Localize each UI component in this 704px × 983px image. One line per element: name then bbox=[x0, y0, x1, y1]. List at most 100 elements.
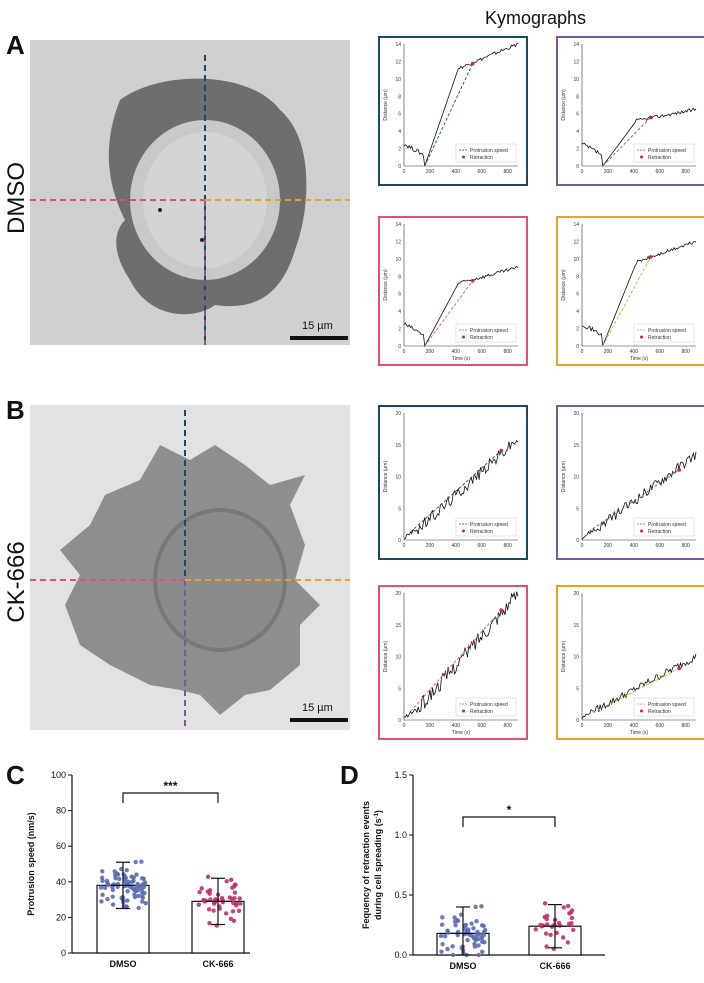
kymo-legend bbox=[455, 143, 517, 163]
kymo-x-tick: 400 bbox=[630, 169, 639, 175]
data-point bbox=[131, 875, 136, 880]
kymo-retraction-point bbox=[470, 61, 475, 66]
kymo-x-tick: 200 bbox=[426, 349, 435, 355]
legend-protrusion: Protrusion speed bbox=[470, 522, 508, 528]
data-point bbox=[545, 922, 550, 927]
data-point bbox=[99, 899, 104, 904]
data-point bbox=[100, 878, 105, 883]
kymo-y-tick: 10 bbox=[573, 475, 579, 481]
data-point bbox=[569, 915, 575, 921]
legend-protrusion: Protrusion speed bbox=[470, 328, 508, 334]
data-point bbox=[542, 901, 548, 906]
data-point bbox=[140, 895, 145, 900]
data-point bbox=[237, 896, 242, 901]
kymo-y-tick: 2 bbox=[576, 147, 579, 153]
kymo-x-tick: 0 bbox=[403, 543, 406, 549]
kymo-y-tick: 15 bbox=[395, 623, 401, 629]
scale-bar-label-ck666: 15 µm bbox=[302, 702, 333, 714]
data-point bbox=[236, 908, 242, 913]
kymo-y-tick: 5 bbox=[576, 686, 579, 692]
micrograph-ck666: 15 µm bbox=[30, 405, 350, 730]
data-point bbox=[440, 941, 445, 947]
data-point bbox=[126, 879, 131, 885]
significance-label: * bbox=[507, 803, 512, 817]
legend-protrusion: Protrusion speed bbox=[648, 148, 686, 154]
kymo-x-tick: 600 bbox=[656, 723, 665, 729]
data-point bbox=[548, 932, 553, 938]
data-point bbox=[538, 922, 543, 928]
kymo-x-tick: 200 bbox=[604, 723, 613, 729]
kymo-protrusion-fit bbox=[588, 469, 680, 533]
data-point bbox=[544, 944, 549, 949]
data-point bbox=[139, 890, 145, 895]
kymo-y-tick: 5 bbox=[576, 506, 579, 512]
kymo-trace bbox=[403, 42, 519, 167]
kymo-legend bbox=[633, 697, 695, 717]
kymo-protrusion-fit bbox=[602, 117, 651, 167]
kymo-y-tick: 20 bbox=[395, 591, 401, 597]
kymo-y-tick: 10 bbox=[573, 77, 579, 83]
data-point bbox=[207, 920, 212, 926]
data-point bbox=[544, 913, 550, 919]
data-point bbox=[134, 872, 139, 877]
kymo-y-tick: 12 bbox=[573, 239, 579, 245]
kymo-x-tick: 200 bbox=[426, 543, 435, 549]
data-point bbox=[472, 941, 477, 947]
kymo-x-tick: 800 bbox=[681, 543, 690, 549]
data-point bbox=[231, 918, 237, 924]
data-point bbox=[565, 940, 571, 945]
y-tick-label: 100 bbox=[51, 770, 66, 780]
kymo-x-tick: 0 bbox=[581, 349, 584, 355]
kymo-x-tick: 800 bbox=[681, 169, 690, 175]
kymo-retraction-point bbox=[499, 608, 503, 612]
kymo-y-tick: 12 bbox=[395, 59, 401, 65]
data-point bbox=[569, 908, 575, 913]
kymo-y-tick: 0 bbox=[398, 344, 401, 350]
panel-label-c: C bbox=[6, 760, 25, 790]
kymo-protrusion-fit bbox=[602, 256, 652, 347]
data-point bbox=[228, 916, 234, 921]
data-point bbox=[232, 890, 238, 895]
kymo-trace bbox=[581, 241, 697, 347]
kymo-y-tick: 8 bbox=[576, 94, 579, 100]
panel-label-b: B bbox=[6, 395, 25, 425]
data-point bbox=[212, 897, 218, 902]
kymo-y-tick: 0 bbox=[576, 718, 579, 724]
kymo-x-tick: 400 bbox=[452, 169, 461, 175]
data-point bbox=[132, 892, 137, 897]
kymo-x-tick: 600 bbox=[656, 543, 665, 549]
data-point bbox=[136, 893, 141, 899]
data-point bbox=[119, 866, 124, 872]
kymo-y-tick: 6 bbox=[576, 112, 579, 118]
data-point bbox=[219, 895, 225, 901]
kymo-y-tick: 6 bbox=[398, 112, 401, 118]
data-point bbox=[561, 905, 566, 910]
data-point bbox=[211, 908, 216, 913]
legend-retraction: Retraction bbox=[648, 155, 671, 161]
data-point bbox=[136, 905, 141, 911]
kymo-y-tick: 0 bbox=[576, 344, 579, 350]
kymo-y-tick: 8 bbox=[398, 274, 401, 280]
y-tick-label: 1.0 bbox=[394, 830, 407, 840]
kymograph-ck-left: 0 5 10 15 20 0 200 400 600 800 Distance (µm) Time (… bbox=[378, 585, 528, 740]
data-point bbox=[205, 874, 211, 880]
kymo-x-tick: 400 bbox=[630, 723, 639, 729]
kymograph-dmso-top: 0 2 4 6 8 10 12 14 0 200 400 600 800 Distance (µm) Pro… bbox=[378, 36, 528, 186]
kymo-x-tick: 200 bbox=[426, 169, 435, 175]
kymo-protrusion-fit bbox=[588, 668, 680, 716]
kymo-y-tick: 8 bbox=[576, 274, 579, 280]
data-point bbox=[129, 879, 135, 885]
kymo-y-tick: 4 bbox=[398, 309, 401, 315]
data-point bbox=[452, 919, 458, 924]
kymo-y-label: Distance (µm) bbox=[561, 89, 567, 121]
kymo-y-tick: 0 bbox=[576, 164, 579, 170]
kymo-y-tick: 4 bbox=[576, 309, 579, 315]
kymo-y-tick: 4 bbox=[576, 129, 579, 135]
kymo-protrusion-fit bbox=[424, 280, 474, 347]
kymo-y-label: Distance (µm) bbox=[383, 641, 389, 673]
chart-retraction-frequency: 0.0 0.5 1.0 1.5 DMSO CK-666 * Fequency of retra… bbox=[361, 770, 605, 971]
data-point bbox=[466, 927, 471, 932]
data-point bbox=[139, 876, 145, 881]
micrograph-dmso: 15 µm bbox=[30, 40, 350, 345]
data-point bbox=[140, 899, 145, 904]
